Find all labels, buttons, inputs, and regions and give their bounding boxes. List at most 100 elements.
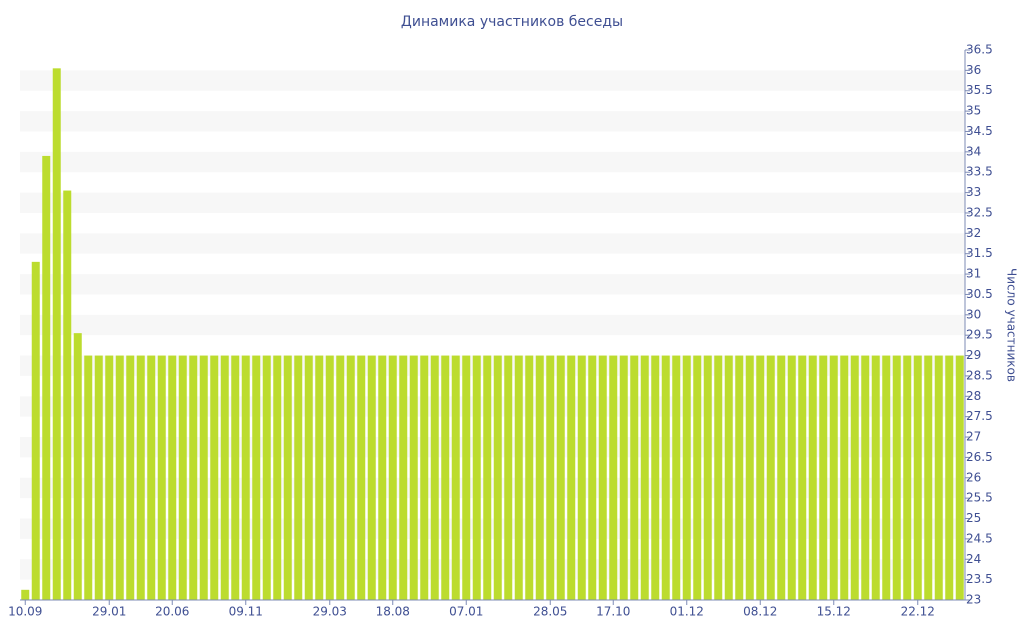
bar	[367, 355, 376, 600]
bar	[388, 355, 397, 600]
bar	[52, 68, 61, 601]
bar	[420, 355, 429, 600]
bar	[472, 355, 481, 600]
bar	[514, 355, 523, 600]
grid-band	[20, 151, 965, 173]
bar	[189, 355, 198, 600]
bar	[504, 355, 513, 600]
y-tick-label: 26	[966, 470, 981, 484]
bar	[42, 155, 51, 601]
y-tick-label: 31.5	[966, 246, 993, 260]
bar	[808, 355, 817, 600]
bar	[210, 355, 219, 600]
y-tick-label: 25.5	[966, 491, 993, 505]
x-tick-label: 09.11	[229, 605, 263, 619]
y-tick-label: 27	[966, 430, 981, 444]
y-tick-label: 33	[966, 185, 981, 199]
bar	[315, 355, 324, 600]
bar	[598, 355, 607, 600]
bar	[378, 355, 387, 600]
bar	[346, 355, 355, 600]
y-tick-label: 27.5	[966, 409, 993, 423]
bar	[294, 355, 303, 600]
grid-band	[20, 314, 965, 336]
bar	[399, 355, 408, 600]
bar	[252, 355, 261, 600]
y-tick-label: 35.5	[966, 83, 993, 97]
bar	[955, 355, 964, 600]
bar	[871, 355, 880, 600]
grid-band	[20, 111, 965, 132]
bar	[892, 355, 901, 600]
bar	[430, 355, 439, 600]
bar	[525, 355, 534, 600]
y-tick-label: 34	[966, 144, 981, 158]
bar	[798, 355, 807, 600]
bar	[262, 355, 271, 600]
bar	[157, 355, 166, 600]
bar	[199, 355, 208, 600]
bar	[136, 355, 145, 600]
bar	[735, 355, 744, 600]
bar	[451, 355, 460, 600]
chart-title: Динамика участников беседы	[401, 14, 623, 30]
bar	[724, 355, 733, 600]
bar	[63, 190, 72, 601]
bar	[231, 355, 240, 600]
bar	[441, 355, 450, 600]
y-tick-label: 31	[966, 267, 981, 281]
bar	[714, 355, 723, 600]
bar	[777, 355, 786, 600]
y-tick-label: 35	[966, 104, 981, 118]
y-axis-title: Число участников	[1005, 268, 1019, 382]
bar	[829, 355, 838, 600]
y-tick-label: 23	[966, 593, 981, 607]
bar	[336, 355, 345, 600]
y-tick-label: 28.5	[966, 368, 993, 382]
bar	[304, 355, 313, 600]
x-tick-label: 22.12	[901, 605, 935, 619]
bar	[756, 355, 765, 600]
bar	[609, 355, 618, 600]
bar	[84, 355, 93, 600]
y-tick-label: 26.5	[966, 450, 993, 464]
bar	[903, 355, 912, 600]
bar	[840, 355, 849, 600]
bar	[147, 355, 156, 600]
bar	[913, 355, 922, 600]
y-tick-label: 29.5	[966, 328, 993, 342]
bar	[640, 355, 649, 600]
y-tick-label: 33.5	[966, 165, 993, 179]
bar	[94, 355, 103, 600]
bar	[924, 355, 933, 600]
bar	[556, 355, 565, 600]
x-tick-label: 07.01	[449, 605, 483, 619]
y-tick-label: 30	[966, 307, 981, 321]
y-tick-label: 32.5	[966, 205, 993, 219]
bar	[73, 333, 82, 600]
x-tick-label: 15.12	[817, 605, 851, 619]
grid-band	[20, 70, 965, 91]
x-tick-label: 20.06	[155, 605, 189, 619]
bar	[283, 355, 292, 600]
bar	[178, 355, 187, 600]
bar	[493, 355, 502, 600]
x-tick-label: 29.03	[313, 605, 347, 619]
bar	[619, 355, 628, 600]
bar	[703, 355, 712, 600]
x-tick-label: 18.08	[376, 605, 410, 619]
bar	[882, 355, 891, 600]
y-tick-label: 36	[966, 63, 981, 77]
y-tick-label: 32	[966, 226, 981, 240]
bar	[651, 355, 660, 600]
bar	[115, 355, 124, 600]
y-tick-label: 24	[966, 552, 981, 566]
bar	[934, 355, 943, 600]
x-tick-label: 17.10	[596, 605, 630, 619]
grid-band	[20, 274, 965, 295]
bar	[630, 355, 639, 600]
bar	[220, 355, 229, 600]
bar	[325, 355, 334, 600]
bar	[105, 355, 114, 600]
bar	[672, 355, 681, 600]
